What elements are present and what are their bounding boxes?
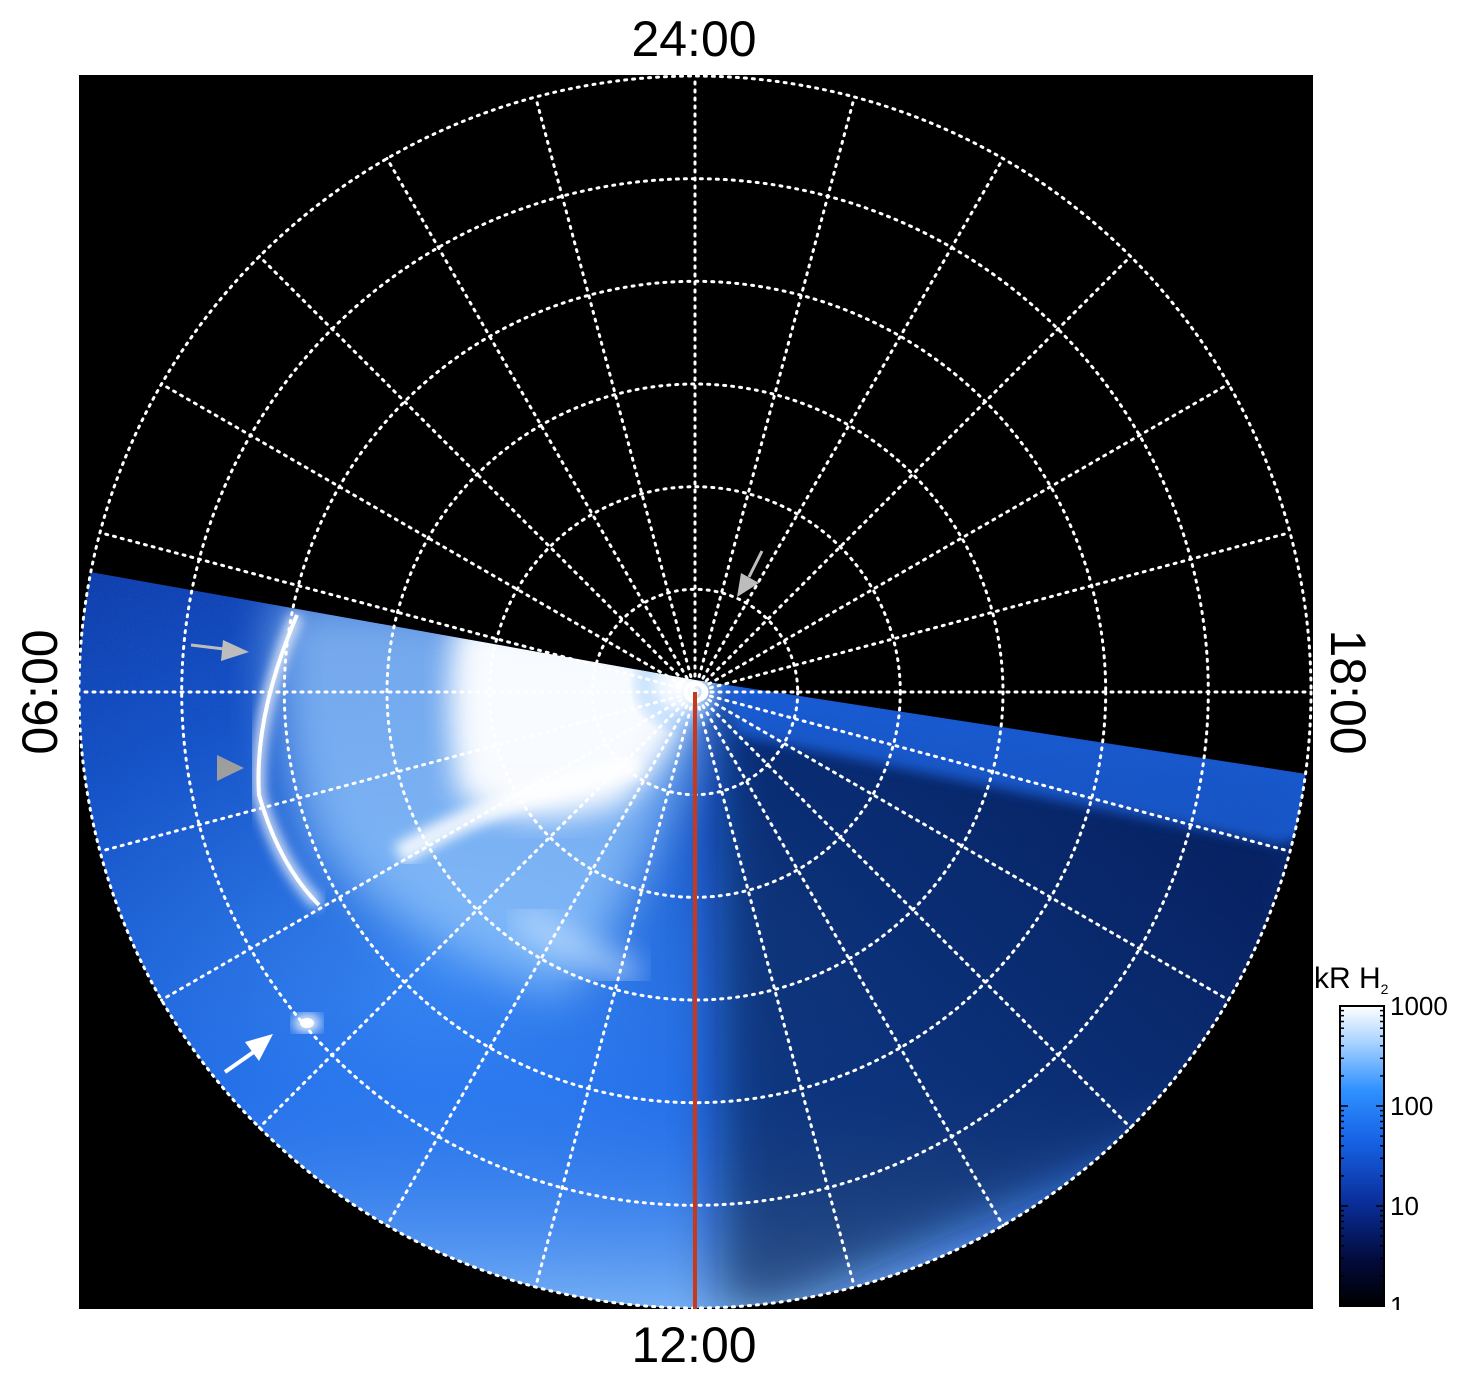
meridian-line [257,254,697,694]
dusk-dim-region [719,695,1311,1308]
meridian-line [693,382,1230,694]
colorbar-tick-label: 1 [1390,1291,1404,1310]
meridian-line [385,690,697,1227]
label-dawn: 06:00 [12,629,68,755]
arrow-dawn-lower [223,1034,273,1074]
patch-emission [511,904,644,988]
meridian-line [160,690,697,1002]
meridian-line [160,382,697,694]
meridian-line [693,531,1292,694]
meridian-line [693,157,1005,694]
bright-arc-inner [393,754,642,865]
meridian-line [98,531,697,694]
arrow-dawn-upper [190,640,249,661]
label-noon: 12:00 [631,1317,757,1373]
colorbar-tick-label: 10 [1390,1191,1419,1221]
colorbar-tick-label: 100 [1390,1091,1433,1121]
meridian-line [534,690,697,1289]
meridian-line [98,690,697,853]
latitude-ring [385,382,1005,1002]
arrow-dawn-middle [217,755,244,781]
label-dusk: 18:00 [1320,629,1376,755]
meridian-line [693,690,1133,1130]
meridian-line [693,690,1230,1002]
colorbar-title: kR H2 [1314,962,1389,997]
dusk-streak-band [719,675,1311,845]
colorbar: kR H2 1000 100 10 1 [1314,962,1448,1310]
meridian-line [534,95,697,694]
main-oval-arc-core [256,614,321,907]
label-midnight: 24:00 [631,11,757,67]
meridian-line [385,157,697,694]
meridian-line [257,690,697,1130]
meridian-line [693,95,856,694]
arrow-dusk-pointer [737,550,764,597]
colorbar-ticks: 1000 100 10 1 [1340,991,1448,1310]
meridian-line [693,690,1005,1227]
meridian-line [693,254,1133,694]
colorbar-tick-label: 1000 [1390,991,1448,1021]
meridian-line [693,690,856,1289]
colorbar-gradient [1339,1005,1385,1307]
pole-marker [689,682,709,702]
meridian-line [693,690,1292,853]
polar-aurora-image [79,75,1313,1309]
